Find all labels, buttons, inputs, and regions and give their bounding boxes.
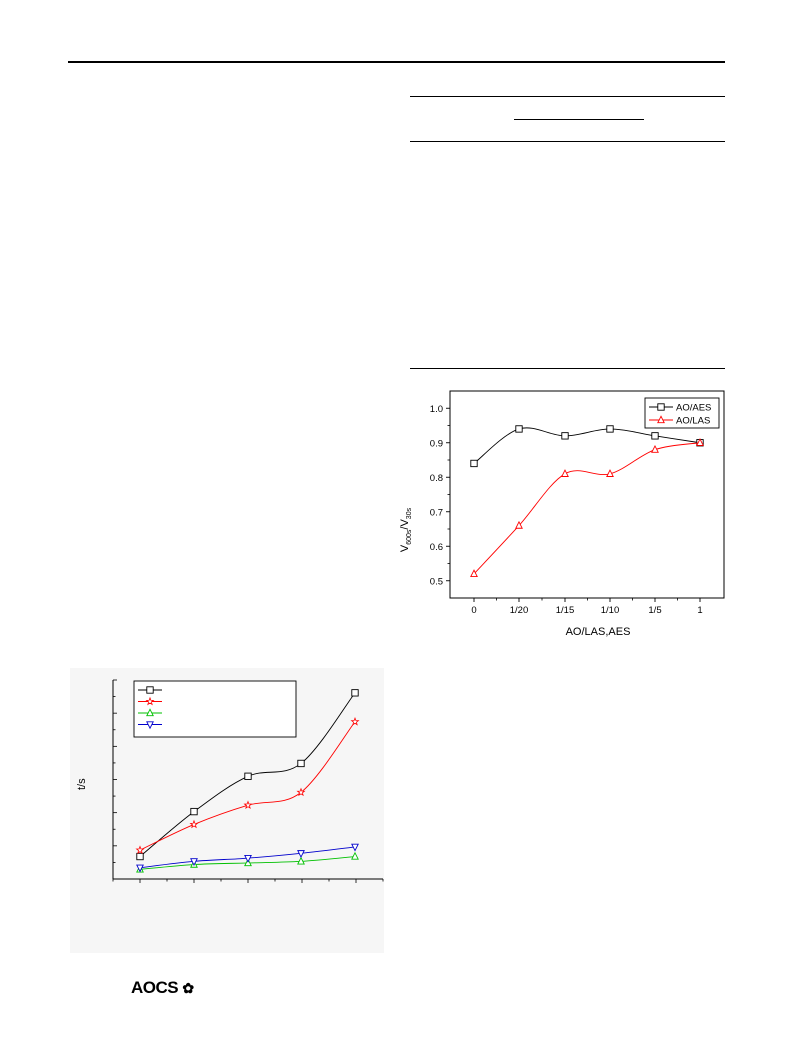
x-tick-label: 1/15 (556, 605, 575, 616)
header-rule (68, 61, 725, 63)
legend-marker (657, 403, 665, 411)
legend-marker (146, 708, 154, 717)
data-point (515, 520, 523, 529)
figure-t-chart: t/s (70, 668, 384, 953)
data-point (651, 432, 659, 440)
y-tick-label: 0.8 (430, 473, 443, 484)
y-tick-label: 1.0 (430, 404, 443, 415)
data-point (190, 858, 198, 867)
legend-label: AO/AES (676, 403, 711, 414)
y-tick-label: 0.6 (430, 542, 443, 553)
data-point (561, 469, 569, 477)
data-point (190, 807, 198, 816)
data-point (297, 759, 305, 768)
data-point (351, 843, 359, 852)
table-top-rule (410, 96, 725, 97)
table-spanner-rule (514, 119, 644, 120)
data-point (136, 852, 144, 861)
x-tick-label: 0 (471, 605, 476, 616)
data-point (135, 845, 145, 854)
data-point (696, 438, 704, 446)
x-tick-label: 1/5 (648, 605, 661, 616)
y-axis-label: t/s (76, 778, 88, 790)
series-line-ao-aes (473, 427, 701, 464)
aocs-logo: AOCS ✿ (131, 978, 194, 998)
legend (133, 680, 297, 738)
y-axis-label: V600s/V30s (399, 507, 413, 552)
legend-label: AO/LAS (676, 416, 710, 427)
data-point (561, 432, 569, 440)
legend: AO/AES AO/LAS (644, 397, 720, 429)
logo-text: AOCS (131, 978, 179, 997)
legend-marker (146, 686, 154, 694)
data-point (515, 425, 523, 433)
data-point (351, 851, 359, 860)
data-point (350, 716, 360, 726)
legend-box (133, 680, 297, 738)
x-axis-label: AO/LAS,AES (566, 626, 631, 638)
data-point (470, 569, 478, 578)
legend-marker (146, 721, 154, 730)
data-point (296, 787, 306, 797)
legend-marker (145, 696, 155, 706)
data-point (297, 856, 305, 865)
data-point (244, 854, 252, 863)
flower-icon: ✿ (182, 980, 194, 996)
data-point (651, 444, 659, 453)
data-point (136, 864, 144, 873)
table-header-rule (410, 141, 725, 142)
data-point (243, 800, 253, 810)
y-tick-label: 0.7 (430, 507, 443, 518)
y-tick-label: 0.9 (430, 438, 443, 449)
y-tick-label: 0.5 (430, 576, 443, 587)
data-point (189, 819, 199, 829)
data-point (606, 469, 614, 477)
legend-marker (657, 415, 665, 424)
x-tick-label: 1 (697, 605, 702, 616)
table-bottom-rule (410, 368, 725, 369)
data-point (470, 459, 478, 468)
data-point (244, 772, 252, 780)
figure-v-ratio-chart: 0.5 0.6 0.7 0.8 0.9 1.0 0 1/20 1/15 1/10 1/5 1 AO/A… (399, 390, 725, 638)
x-tick-label: 1/20 (510, 605, 529, 616)
data-point (297, 850, 305, 859)
data-point (351, 689, 359, 697)
data-point (606, 425, 614, 433)
series-line-ao-las (473, 442, 701, 575)
x-tick-label: 1/10 (601, 605, 620, 616)
